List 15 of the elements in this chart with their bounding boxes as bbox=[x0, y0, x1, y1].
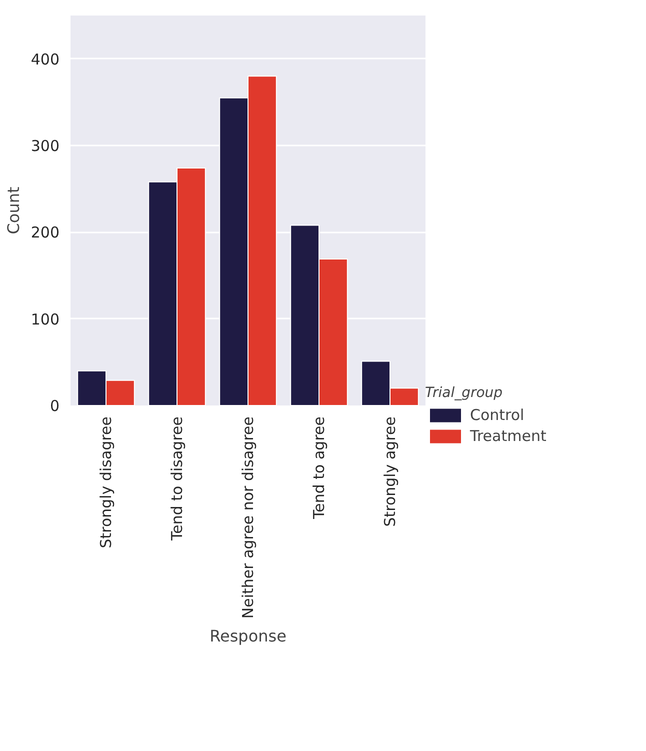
y-tick-label: 400 bbox=[30, 50, 60, 68]
y-tick-label: 100 bbox=[30, 310, 60, 328]
x-tick-label: Strongly disagree bbox=[97, 416, 115, 548]
y-tick-label: 300 bbox=[30, 137, 60, 155]
x-tick-label: Tend to disagree bbox=[168, 416, 186, 542]
y-tick-label: 0 bbox=[50, 397, 60, 415]
x-tick-label: Neither agree nor disagree bbox=[239, 416, 257, 619]
x-tick-label: Tend to agree bbox=[310, 416, 328, 520]
x-axis-title: Response bbox=[210, 626, 286, 646]
y-tick-label: 200 bbox=[30, 224, 60, 242]
legend-label: Treatment bbox=[470, 427, 546, 445]
legend-label: Control bbox=[470, 406, 524, 424]
legend-title: Trial_group bbox=[425, 385, 504, 401]
y-axis-title: Count bbox=[4, 186, 23, 234]
x-tick-label: Strongly agree bbox=[381, 416, 399, 527]
